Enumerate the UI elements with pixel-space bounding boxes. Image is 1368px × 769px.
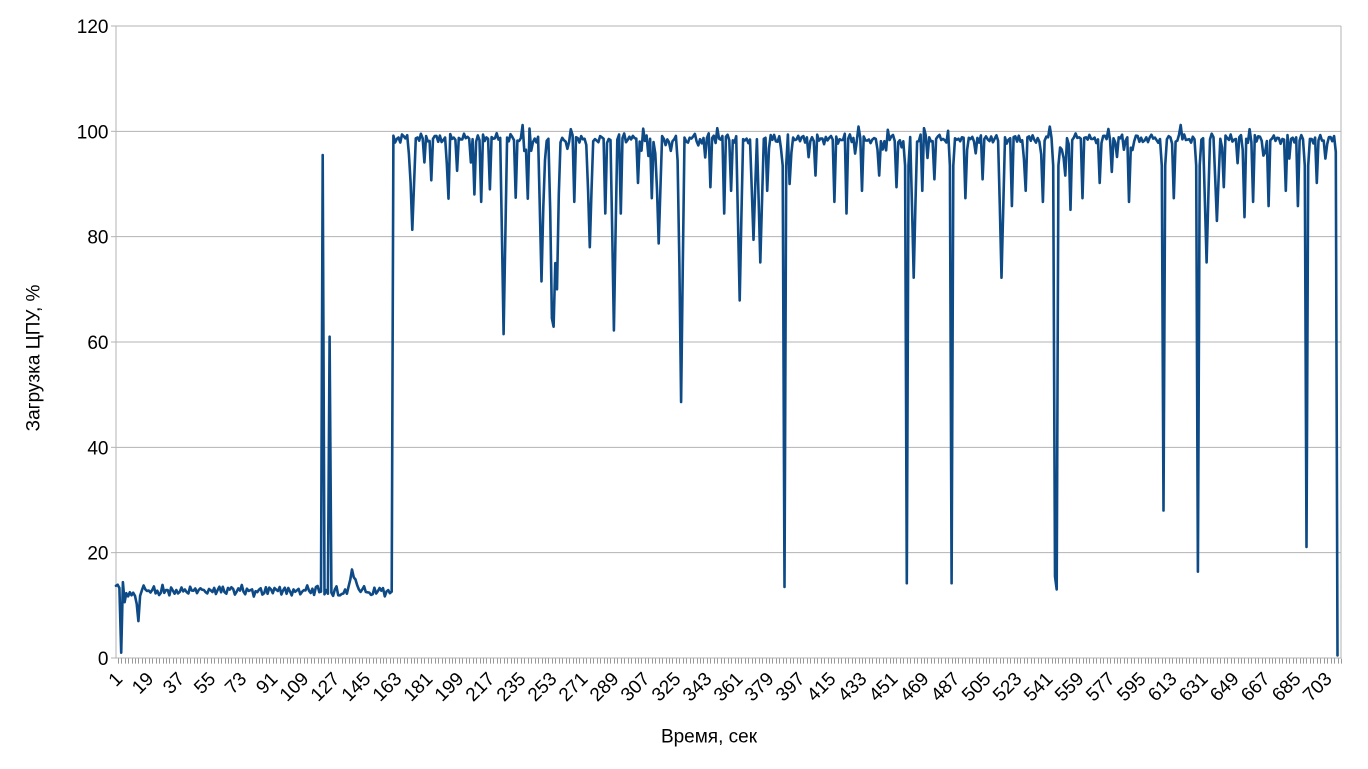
svg-text:0: 0 <box>98 649 109 670</box>
svg-text:80: 80 <box>87 228 108 249</box>
svg-text:120: 120 <box>77 17 109 38</box>
svg-text:60: 60 <box>87 333 108 354</box>
svg-text:20: 20 <box>87 544 108 565</box>
svg-text:40: 40 <box>87 438 108 459</box>
svg-text:100: 100 <box>77 122 109 143</box>
svg-text:Загрузка ЦПУ, %: Загрузка ЦПУ, % <box>24 284 45 431</box>
svg-text:Время, сек: Время, сек <box>661 727 758 748</box>
